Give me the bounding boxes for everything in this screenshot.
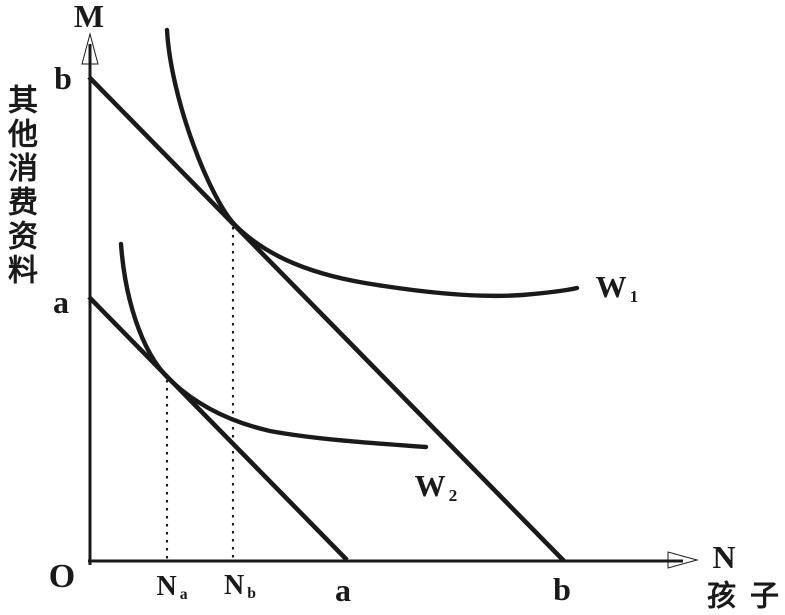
x-intercept-b-label: b [553,571,571,607]
origin-label: O [48,558,76,595]
curve-w2-base: W [414,467,446,503]
indifference-curve-w1 [164,27,580,299]
x-tick-na-base: N [156,570,177,602]
x-tick-na-sub: a [179,586,188,604]
y-axis-arrowhead-icon [81,32,99,65]
budget-line-bb [87,75,566,563]
y-intercept-a-label: a [53,284,69,320]
curve-w1-base: W [595,268,627,304]
x-tick-nb-sub: b [247,585,256,603]
y-intercept-b-label: b [54,60,72,96]
y-axis-title: 其他消费资料 [3,84,36,288]
curve-w2-sub: 2 [448,485,458,505]
x-axis-arrowhead-icon [667,551,699,569]
y-axis-label: M [73,0,105,34]
budget-line-aa [87,295,349,562]
x-intercept-a-label: a [335,572,351,608]
indifference-curve-w2 [118,241,429,450]
x-axis-label: N [712,539,736,575]
x-tick-nb-base: N [224,569,245,601]
curve-w1-sub: 1 [629,286,639,306]
x-axis-title: 孩子 [706,580,785,613]
